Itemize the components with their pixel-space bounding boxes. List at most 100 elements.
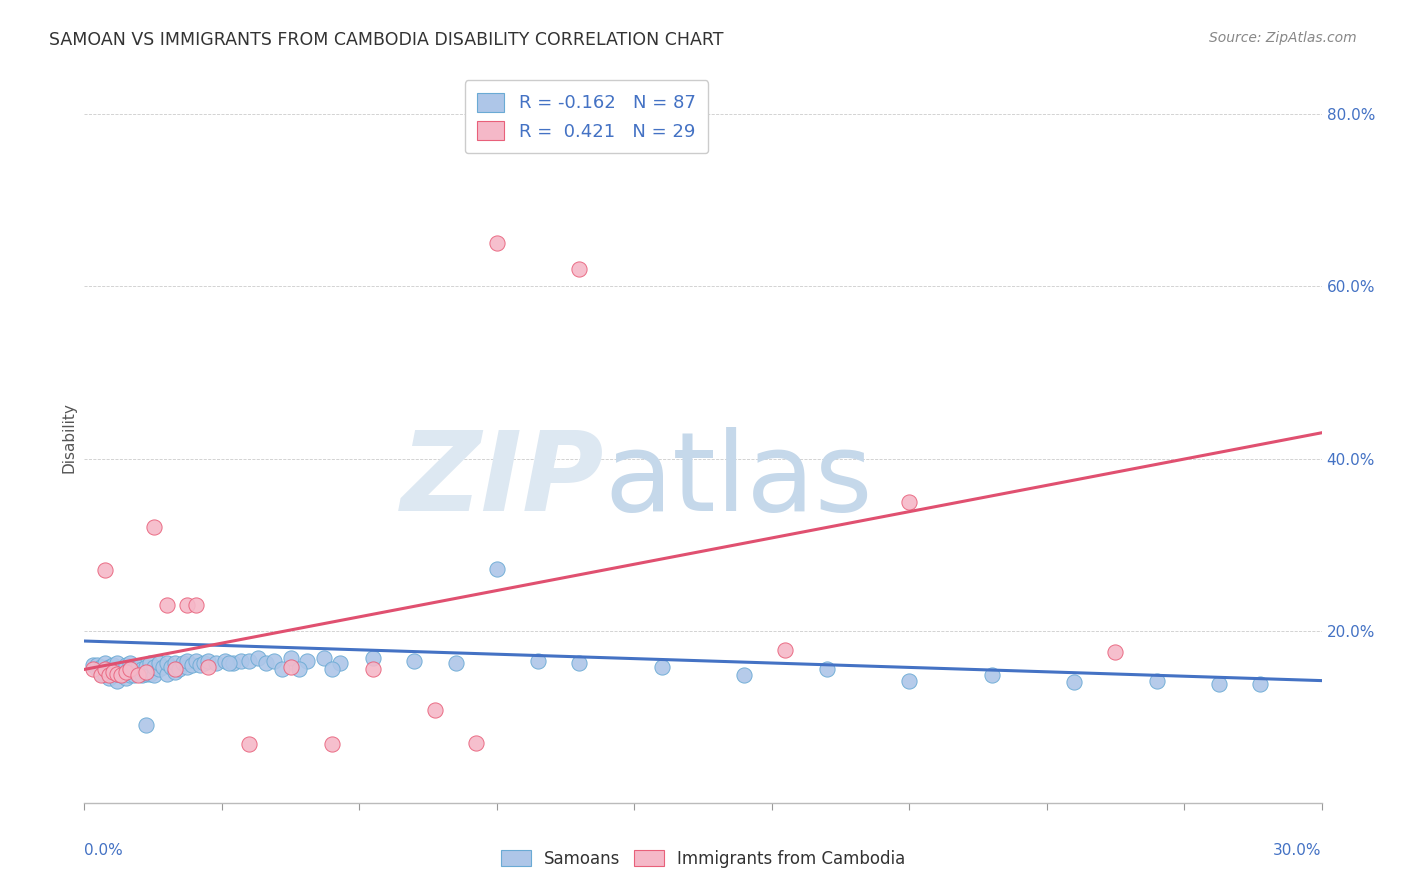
Point — [176, 654, 198, 668]
Point — [86, 658, 108, 673]
Point — [167, 662, 190, 676]
Point — [118, 657, 141, 671]
Text: SAMOAN VS IMMIGRANTS FROM CAMBODIA DISABILITY CORRELATION CHART: SAMOAN VS IMMIGRANTS FROM CAMBODIA DISAB… — [49, 31, 724, 49]
Point — [135, 665, 157, 679]
Point — [280, 651, 302, 665]
Point — [94, 657, 117, 671]
Point — [176, 660, 198, 674]
Point — [94, 662, 117, 676]
Point — [815, 662, 838, 676]
Point — [329, 657, 352, 671]
Point — [135, 666, 157, 681]
Text: ZIP: ZIP — [401, 427, 605, 534]
Point — [527, 654, 550, 668]
Point — [114, 671, 136, 685]
Point — [156, 666, 179, 681]
Point — [263, 654, 285, 668]
Point — [139, 666, 162, 681]
Point — [148, 662, 170, 676]
Point — [122, 662, 145, 676]
Point — [122, 668, 145, 682]
Point — [197, 654, 219, 668]
Point — [94, 668, 117, 682]
Point — [165, 662, 187, 676]
Point — [254, 657, 277, 671]
Point — [135, 718, 157, 732]
Point — [1146, 673, 1168, 688]
Point — [218, 657, 240, 671]
Point — [94, 662, 117, 676]
Point — [205, 657, 228, 671]
Point — [238, 737, 260, 751]
Point — [280, 660, 302, 674]
Point — [98, 660, 121, 674]
Point — [114, 665, 136, 679]
Y-axis label: Disability: Disability — [60, 401, 76, 473]
Point — [188, 658, 211, 673]
Point — [118, 662, 141, 676]
Point — [139, 657, 162, 671]
Point — [110, 668, 132, 682]
Point — [465, 735, 488, 749]
Point — [131, 668, 153, 682]
Point — [898, 494, 921, 508]
Point — [568, 262, 591, 277]
Text: atlas: atlas — [605, 427, 873, 534]
Point — [214, 654, 236, 668]
Point — [105, 657, 128, 671]
Point — [898, 673, 921, 688]
Point — [114, 665, 136, 679]
Point — [156, 657, 179, 671]
Point — [160, 660, 183, 674]
Legend: R = -0.162   N = 87, R =  0.421   N = 29: R = -0.162 N = 87, R = 0.421 N = 29 — [464, 80, 709, 153]
Point — [82, 662, 104, 676]
Point — [127, 660, 149, 674]
Point — [246, 651, 269, 665]
Point — [361, 662, 384, 676]
Point — [271, 662, 294, 676]
Point — [312, 651, 335, 665]
Point — [404, 654, 426, 668]
Point — [90, 660, 112, 674]
Point — [176, 598, 198, 612]
Point — [775, 642, 797, 657]
Point — [98, 671, 121, 685]
Point — [733, 668, 755, 682]
Point — [485, 562, 508, 576]
Point — [90, 668, 112, 682]
Point — [135, 660, 157, 674]
Point — [1063, 675, 1085, 690]
Point — [143, 660, 166, 674]
Point — [114, 658, 136, 673]
Point — [156, 598, 179, 612]
Point — [110, 662, 132, 676]
Point — [238, 654, 260, 668]
Point — [90, 666, 112, 681]
Point — [295, 654, 318, 668]
Point — [148, 657, 170, 671]
Point — [86, 662, 108, 676]
Point — [105, 673, 128, 688]
Point — [94, 564, 117, 578]
Point — [98, 665, 121, 679]
Point — [321, 662, 343, 676]
Point — [165, 657, 187, 671]
Point — [485, 236, 508, 251]
Point — [288, 662, 311, 676]
Point — [105, 662, 128, 676]
Point — [172, 657, 194, 671]
Text: 0.0%: 0.0% — [84, 843, 124, 858]
Point — [143, 520, 166, 534]
Point — [423, 703, 446, 717]
Point — [980, 668, 1002, 682]
Point — [103, 662, 125, 676]
Point — [361, 651, 384, 665]
Point — [184, 598, 207, 612]
Point — [444, 657, 467, 671]
Point — [1104, 645, 1126, 659]
Point — [118, 662, 141, 676]
Point — [222, 657, 245, 671]
Point — [321, 737, 343, 751]
Point — [110, 668, 132, 682]
Point — [193, 657, 215, 671]
